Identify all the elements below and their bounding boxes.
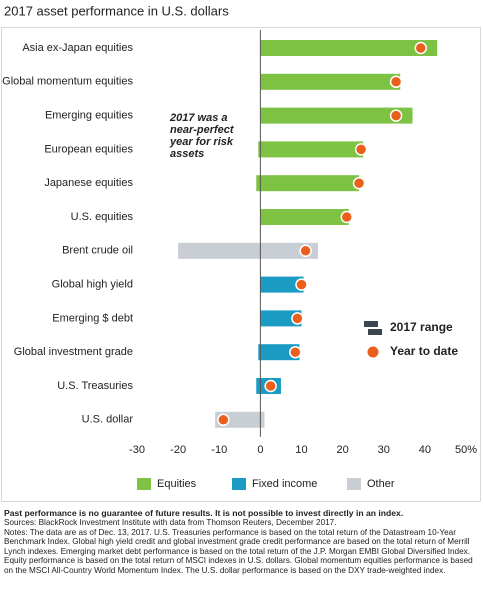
legend-range-icon: [368, 329, 382, 335]
x-tick-label: 0: [257, 444, 263, 456]
disclaimer: Past performance is no guarantee of futu…: [4, 508, 404, 518]
x-tick-label: -30: [129, 444, 145, 456]
legend-range-icon: [364, 321, 378, 327]
category-label: Brent crude oil: [62, 245, 133, 257]
annotation: year for risk: [169, 136, 234, 148]
x-tick-label: 50%: [455, 444, 477, 456]
legend-label: Equities: [157, 478, 197, 490]
legend-label: Fixed income: [252, 478, 317, 490]
ytd-dot: [389, 75, 403, 89]
x-tick-label: 20: [337, 444, 349, 456]
range-bar: [260, 310, 302, 327]
range-bar: [260, 276, 304, 293]
range-bar: [258, 344, 300, 361]
chart: 2017 asset performance in U.S. dollars -…: [1, 3, 481, 502]
range-bar: [260, 40, 438, 56]
category-label: Emerging $ debt: [52, 312, 133, 324]
x-tick-label: 10: [295, 444, 307, 456]
legend-swatch: [137, 478, 151, 490]
annotation: 2017 was a: [169, 112, 228, 124]
category-label: U.S. dollar: [82, 414, 134, 426]
ytd-dot: [352, 176, 366, 190]
legend-swatch: [347, 478, 361, 490]
ytd-dot: [217, 413, 230, 427]
range-bar: [260, 107, 413, 124]
ytd-dot: [291, 312, 304, 325]
annotation: assets: [170, 148, 204, 160]
category-label: Asia ex-Japan equities: [22, 42, 133, 54]
notes: Notes: The data are as of Dec. 13, 2017.…: [4, 527, 473, 576]
ytd-dot: [389, 109, 403, 122]
footer: Past performance is no guarantee of futu…: [4, 508, 478, 576]
ytd-dot: [354, 143, 368, 156]
chart-frame: [1, 27, 481, 502]
range-bar: [258, 141, 364, 158]
x-tick-label: 40: [419, 444, 431, 456]
x-tick-label: 30: [378, 444, 390, 456]
legend-swatch: [232, 478, 246, 490]
ytd-dot: [414, 41, 428, 55]
x-tick-label: -20: [170, 444, 186, 456]
chart-title: 2017 asset performance in U.S. dollars: [4, 3, 229, 18]
category-label: Global momentum equities: [2, 76, 133, 88]
legend-label: Other: [367, 478, 395, 490]
legend-label: Year to date: [390, 344, 458, 358]
category-label: Japanese equities: [44, 177, 133, 189]
category-label: Global high yield: [52, 279, 133, 291]
legend-ytd-icon: [367, 346, 379, 358]
ytd-dot: [299, 244, 312, 258]
range-bar: [178, 242, 318, 259]
ytd-dot: [289, 345, 302, 359]
ytd-dot: [264, 379, 277, 393]
category-label: U.S. Treasuries: [57, 380, 133, 392]
range-bar: [256, 175, 360, 192]
x-tick-label: -10: [211, 444, 227, 456]
category-label: Emerging equities: [45, 110, 134, 122]
range-bar: [260, 209, 349, 225]
ytd-dot: [295, 278, 308, 291]
category-label: Global investment grade: [14, 346, 133, 358]
sources: Sources: BlackRock Investment Institute …: [4, 518, 337, 528]
category-label: U.S. equities: [71, 211, 134, 223]
ytd-dot: [340, 210, 353, 224]
legend-label: 2017 range: [390, 320, 453, 334]
category-label: European equities: [44, 143, 133, 155]
range-bar: [260, 73, 401, 90]
annotation: near-perfect: [170, 124, 235, 136]
